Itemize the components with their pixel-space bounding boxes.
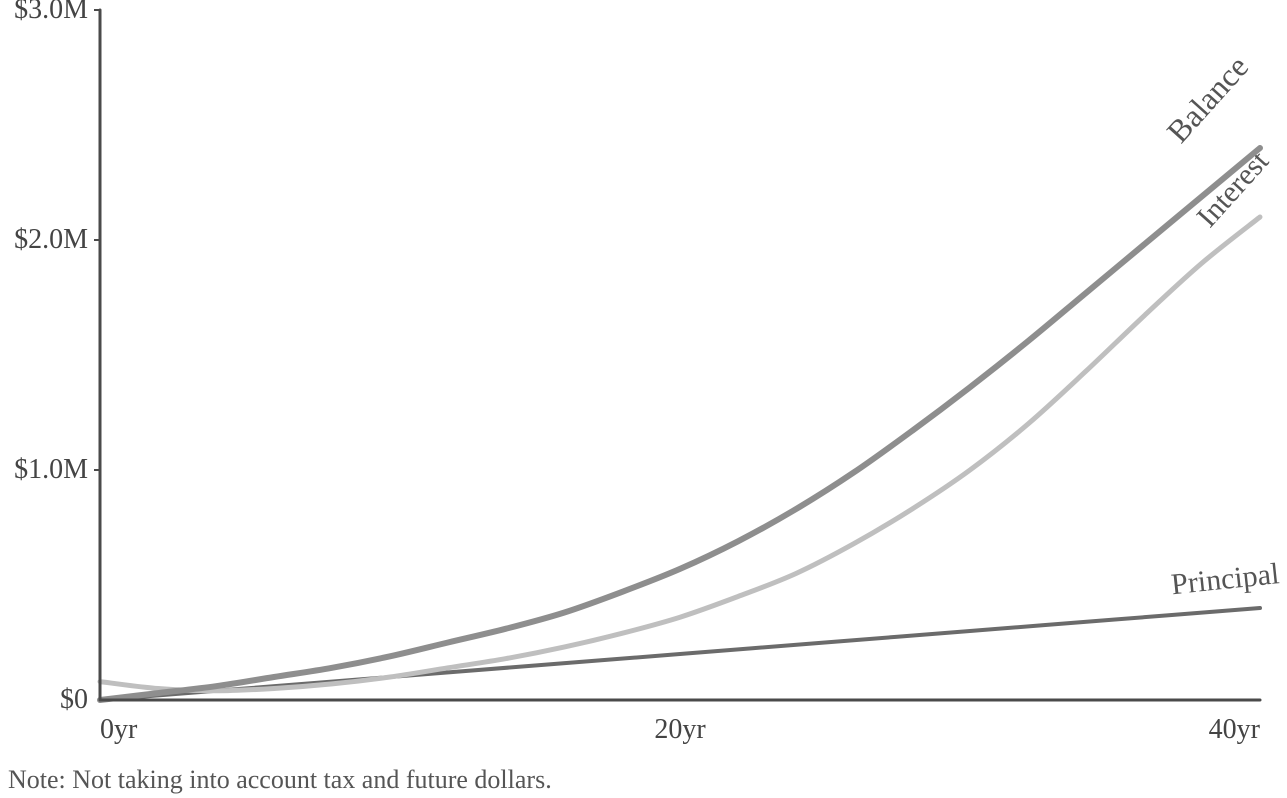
x-tick-label: 0yr xyxy=(100,714,138,745)
growth-chart: $0$1.0M$2.0M$3.0M0yr20yr40yrPrincipalInt… xyxy=(0,0,1287,798)
chart-note: Note: Not taking into account tax and fu… xyxy=(8,765,552,794)
y-tick-label: $0 xyxy=(60,684,88,715)
x-tick-label: 40yr xyxy=(1209,714,1261,745)
y-tick-label: $1.0M xyxy=(14,454,88,485)
x-tick-label: 20yr xyxy=(654,714,706,745)
y-tick-label: $3.0M xyxy=(14,0,88,25)
y-tick-label: $2.0M xyxy=(14,224,88,255)
